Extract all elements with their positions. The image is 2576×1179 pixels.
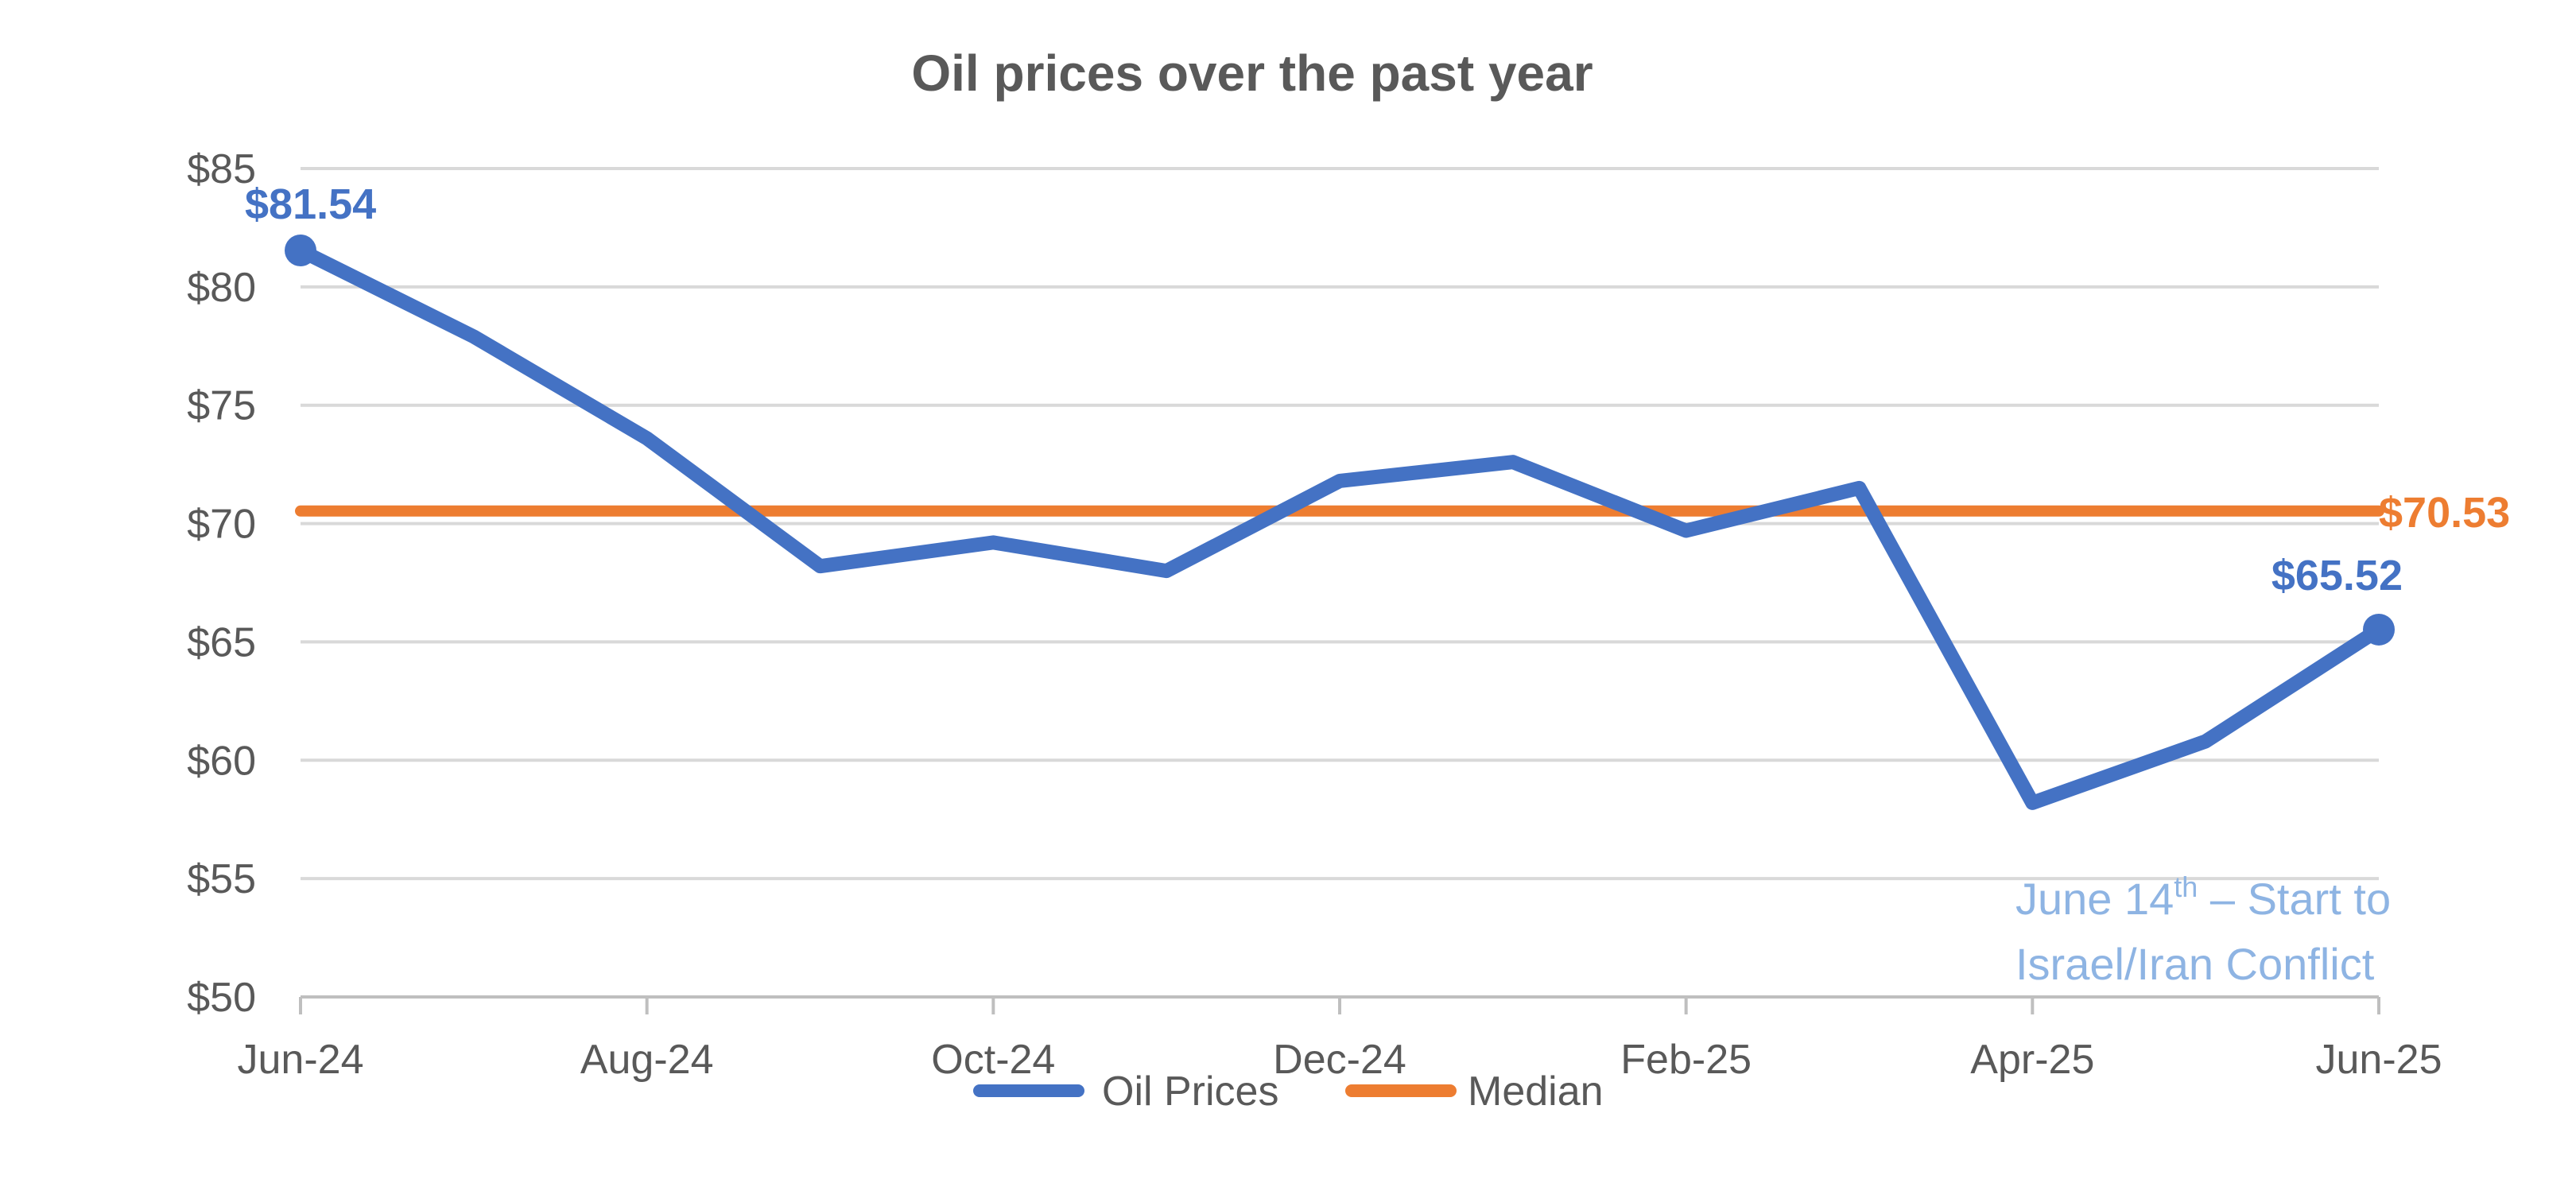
x-tick-label: Oct-24 <box>931 1037 1055 1083</box>
annotation-line-2: Israel/Iran Conflict <box>2015 939 2375 989</box>
start-point-marker <box>285 235 316 267</box>
annotation-line-1: June 14th – Start to <box>2015 871 2391 924</box>
x-tick-label: Feb-25 <box>1620 1037 1752 1083</box>
y-tick-label: $85 <box>187 146 256 192</box>
y-tick-label: $60 <box>187 738 256 784</box>
y-tick-label: $80 <box>187 265 256 311</box>
x-tick-label: Aug-24 <box>580 1037 714 1083</box>
annotation-text: June 14 <box>2015 874 2174 924</box>
gridlines <box>301 167 2379 881</box>
x-tick-label: Jun-25 <box>2316 1037 2442 1083</box>
series-lines <box>285 235 2395 810</box>
x-axis: Jun-24 Aug-24 Oct-24 Dec-24 Feb-25 Apr-25 Jun-… <box>238 995 2442 1083</box>
y-axis-tick-labels: $50 $55 $60 $65 $70 $75 $80 $85 <box>187 146 256 1021</box>
y-tick-label: $55 <box>187 856 256 902</box>
y-tick-label: $50 <box>187 975 256 1021</box>
oil-price-line <box>293 243 2386 810</box>
y-tick-label: $75 <box>187 383 256 429</box>
legend-label-oil-prices: Oil Prices <box>1102 1068 1278 1115</box>
end-point-marker <box>2363 613 2395 646</box>
start-value-label: $81.54 <box>245 180 376 228</box>
chart-title: Oil prices over the past year <box>911 45 1593 102</box>
x-tick-label: Jun-24 <box>238 1037 364 1083</box>
annotation-superscript: th <box>2174 871 2198 903</box>
annotation-text: – Start to <box>2198 874 2391 924</box>
end-value-label: $65.52 <box>2271 552 2403 599</box>
legend-label-median: Median <box>1468 1068 1604 1115</box>
y-tick-label: $65 <box>187 619 256 665</box>
annotation: June 14th – Start to Israel/Iran Conflict <box>2015 871 2391 989</box>
x-tick-label: Dec-24 <box>1273 1037 1406 1083</box>
y-tick-label: $70 <box>187 502 256 548</box>
legend: Oil Prices Median <box>973 1068 1604 1115</box>
median-value-label: $70.53 <box>2379 489 2510 537</box>
data-labels: $81.54 $65.52 $70.53 <box>245 180 2510 599</box>
x-tick-label: Apr-25 <box>1970 1037 2094 1083</box>
